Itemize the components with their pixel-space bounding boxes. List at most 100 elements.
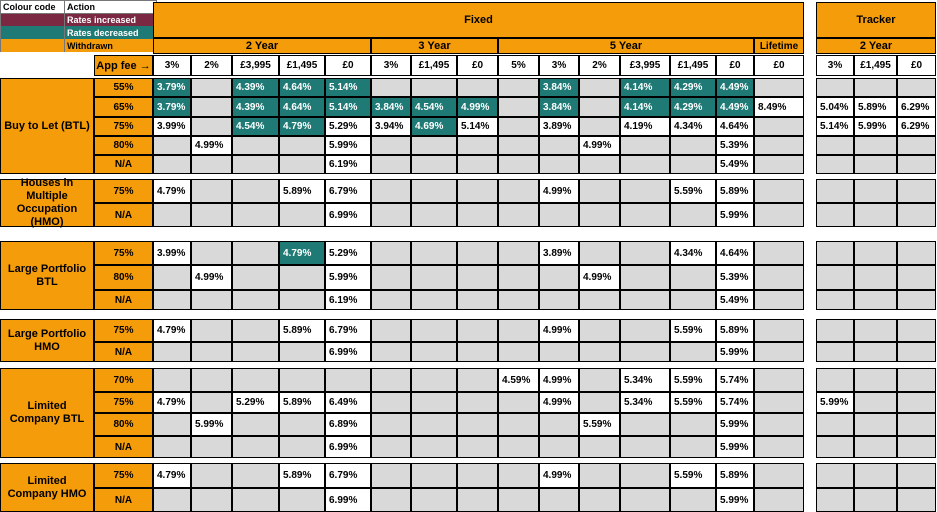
rate-cell: 5.99% xyxy=(816,392,854,413)
rate-cell xyxy=(232,368,279,392)
rate-cell xyxy=(670,155,716,174)
rate-cell xyxy=(457,241,498,265)
legend-label-decreased: Rates decreased xyxy=(65,26,157,39)
rate-cell xyxy=(854,241,897,265)
ltv-cell: 55% xyxy=(94,78,153,97)
rate-cell xyxy=(579,392,620,413)
rate-cell xyxy=(854,78,897,97)
fee-header-cell: £0 xyxy=(897,55,936,76)
rate-cell: 4.79% xyxy=(279,117,325,136)
rate-cell: 6.49% xyxy=(325,392,371,413)
rate-cell xyxy=(897,203,936,227)
rate-cell xyxy=(498,413,539,436)
rate-cell xyxy=(539,265,579,290)
rate-cell: 4.64% xyxy=(716,241,754,265)
rate-cell: 6.89% xyxy=(325,413,371,436)
rate-cell xyxy=(670,436,716,458)
rate-cell: 4.99% xyxy=(539,463,579,488)
rate-cell xyxy=(232,241,279,265)
group-label: Limited Company HMO xyxy=(0,463,94,512)
rate-cell xyxy=(457,319,498,342)
rate-cell xyxy=(816,290,854,310)
fee-header-cell: £1,495 xyxy=(670,55,716,76)
rate-cell xyxy=(670,342,716,362)
rate-cell: 4.54% xyxy=(411,97,457,117)
group-label: Large Portfolio HMO xyxy=(0,319,94,362)
rate-cell xyxy=(816,136,854,155)
rate-cell xyxy=(670,488,716,512)
rate-cell xyxy=(816,319,854,342)
rate-cell: 4.64% xyxy=(716,117,754,136)
rate-cell: 6.99% xyxy=(325,488,371,512)
rate-cell xyxy=(232,413,279,436)
fee-header-cell: £1,495 xyxy=(854,55,897,76)
legend: Colour code Action Rates increased Rates… xyxy=(0,0,157,52)
rate-cell xyxy=(153,342,191,362)
rate-cell xyxy=(457,368,498,392)
three-year-header: 3 Year xyxy=(371,38,498,54)
rate-cell xyxy=(854,179,897,203)
rate-cell xyxy=(854,155,897,174)
ltv-cell: N/A xyxy=(94,290,153,310)
ltv-cell: 75% xyxy=(94,179,153,203)
ltv-cell: 65% xyxy=(94,97,153,117)
rate-cell xyxy=(754,203,804,227)
rate-cell xyxy=(754,413,804,436)
rate-cell: 4.99% xyxy=(579,136,620,155)
rate-cell: 5.04% xyxy=(816,97,854,117)
ltv-cell: 80% xyxy=(94,136,153,155)
rate-cell xyxy=(498,136,539,155)
rate-cell xyxy=(498,241,539,265)
rate-cell: 5.34% xyxy=(620,368,670,392)
rate-cell: 4.19% xyxy=(620,117,670,136)
rate-cell xyxy=(854,290,897,310)
rate-cell xyxy=(897,179,936,203)
rate-cell xyxy=(897,78,936,97)
rate-cell: 3.79% xyxy=(153,97,191,117)
rate-cell xyxy=(816,368,854,392)
rate-cell xyxy=(153,136,191,155)
fee-header-cell: £3,995 xyxy=(620,55,670,76)
rate-cell: 4.34% xyxy=(670,117,716,136)
legend-swatch-withdrawn xyxy=(1,39,65,52)
rate-cell xyxy=(191,463,232,488)
rate-cell xyxy=(371,290,411,310)
fee-header-cell: £0 xyxy=(325,55,371,76)
rate-cell xyxy=(498,78,539,97)
rate-cell xyxy=(411,241,457,265)
rate-cell xyxy=(854,436,897,458)
ltv-cell: 75% xyxy=(94,392,153,413)
rate-cell xyxy=(232,463,279,488)
rate-cell xyxy=(191,241,232,265)
fee-header-cell: 2% xyxy=(579,55,620,76)
rate-cell: 3.89% xyxy=(539,117,579,136)
rate-cell: 3.89% xyxy=(539,241,579,265)
ltv-cell: N/A xyxy=(94,203,153,227)
rate-cell: 4.49% xyxy=(716,78,754,97)
rate-cell: 5.99% xyxy=(854,117,897,136)
rate-cell xyxy=(371,368,411,392)
rate-cell xyxy=(897,155,936,174)
rate-cell xyxy=(411,488,457,512)
rate-cell: 5.14% xyxy=(816,117,854,136)
fee-header-cell: £1,495 xyxy=(411,55,457,76)
app-fee-label: App fee → xyxy=(94,55,153,76)
rate-cell: 4.64% xyxy=(279,97,325,117)
ltv-cell: 75% xyxy=(94,319,153,342)
rate-cell xyxy=(232,179,279,203)
rate-cell xyxy=(816,78,854,97)
rate-cell: 5.34% xyxy=(620,392,670,413)
rate-cell: 5.59% xyxy=(670,368,716,392)
rate-cell: 5.89% xyxy=(279,319,325,342)
rate-cell xyxy=(620,241,670,265)
group-label: Limited Company BTL xyxy=(0,368,94,458)
rate-cell xyxy=(620,136,670,155)
fee-header-cell: £0 xyxy=(716,55,754,76)
rate-cell xyxy=(457,203,498,227)
rate-cell xyxy=(754,265,804,290)
tracker-header: Tracker xyxy=(816,2,936,38)
rate-cell: 4.14% xyxy=(620,78,670,97)
rate-cell: 4.59% xyxy=(498,368,539,392)
rate-cell xyxy=(279,265,325,290)
rate-cell xyxy=(457,413,498,436)
